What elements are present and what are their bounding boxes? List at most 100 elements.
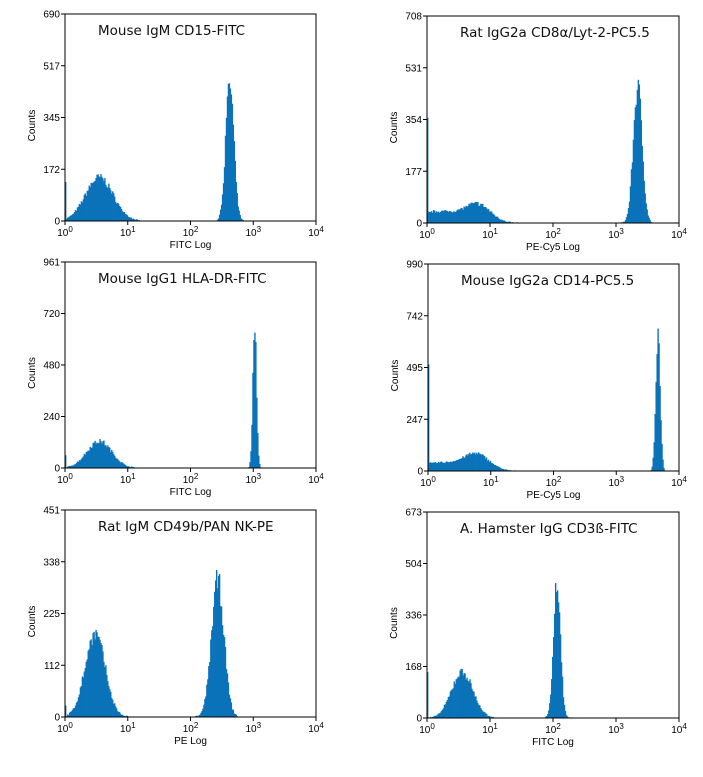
histogram-bin: [440, 210, 443, 223]
histogram-bin: [630, 169, 633, 223]
histogram-bin: [220, 606, 223, 717]
histogram-bin: [440, 711, 443, 718]
histogram-bin: [128, 217, 131, 221]
histogram-bin: [109, 447, 111, 468]
histogram-bin: [449, 461, 451, 471]
histogram-bin: [115, 706, 117, 717]
x-tick-label: 101: [482, 227, 498, 241]
histogram-bin: [121, 211, 124, 221]
histogram-bin: [257, 433, 259, 468]
histogram-bin: [100, 441, 102, 468]
x-tick-label: 101: [482, 722, 498, 736]
histogram-bin: [255, 342, 257, 468]
histogram-bin: [90, 447, 92, 468]
histogram-bin: [504, 469, 506, 471]
histogram-bin: [480, 454, 483, 471]
y-tick-label: 451: [43, 506, 60, 517]
histogram-bin: [485, 457, 488, 471]
histogram-bin: [438, 212, 441, 223]
histogram-bin: [101, 645, 103, 717]
histogram-bin: [112, 699, 114, 717]
histogram-bin: [434, 462, 437, 471]
histogram-bin: [467, 455, 469, 471]
histogram-bin: [91, 183, 93, 221]
histogram-bin: [233, 141, 236, 221]
histogram-bin: [501, 468, 503, 471]
histogram-bin: [106, 186, 108, 221]
y-tick-label: 177: [405, 167, 422, 178]
histogram-bin: [468, 453, 470, 471]
y-tick-label: 336: [405, 611, 422, 622]
histogram-bin: [121, 714, 124, 717]
histogram-bin: [67, 217, 70, 221]
histogram-bin: [195, 715, 197, 717]
y-tick-label: 690: [43, 10, 60, 21]
x-tick-label: 102: [183, 472, 199, 486]
histogram-bin: [548, 710, 550, 718]
histogram-bin: [104, 178, 106, 221]
histogram-bin: [225, 669, 228, 717]
histogram-bin: [136, 219, 138, 221]
histogram-bin: [622, 221, 625, 223]
histogram-bin: [479, 705, 481, 718]
histogram-bin: [444, 704, 447, 718]
histogram-bin: [115, 201, 117, 221]
histogram-bin: [92, 443, 94, 468]
histogram-bin: [459, 670, 461, 718]
histogram-bin: [431, 212, 434, 223]
histogram-bin: [116, 711, 119, 717]
histogram-bin: [636, 89, 639, 223]
histogram-bin: [75, 463, 78, 468]
histogram-bin: [461, 458, 463, 471]
histogram-bin: [224, 647, 227, 717]
histogram-bin: [478, 704, 480, 718]
histogram-bin: [110, 691, 112, 717]
histogram-bin: [209, 661, 211, 717]
histogram-bin: [496, 216, 499, 223]
x-tick-label: 101: [120, 721, 136, 735]
histogram-bin: [434, 715, 437, 718]
histogram-bin: [566, 716, 569, 718]
histogram-bin: [430, 462, 433, 471]
histogram-bin: [489, 715, 491, 718]
histogram-bin: [73, 212, 76, 221]
histogram-bin: [118, 205, 121, 221]
histogram-bin: [663, 467, 665, 471]
x-axis-title: PE Log: [174, 736, 207, 747]
histogram-panel-3: 0 240 480 720 961 100 101 102 103 104 FITC Log Coun…: [27, 258, 324, 499]
histogram-bin: [87, 650, 89, 717]
histogram-bin: [131, 466, 134, 468]
histogram-bin: [107, 681, 109, 717]
histogram-bin: [65, 455, 67, 468]
histogram-bin: [483, 206, 485, 223]
histogram-bin: [114, 455, 116, 468]
y-tick-label: 0: [54, 217, 60, 228]
histogram-bin: [562, 697, 565, 718]
histogram-bin: [439, 461, 442, 471]
histogram-bin: [480, 708, 482, 718]
histogram-bin: [120, 208, 123, 221]
y-tick-label: 480: [43, 361, 60, 372]
histogram-bin: [91, 645, 93, 717]
histogram-bin: [506, 469, 508, 471]
chart-title: Mouse IgG1 HLA-DR-FITC: [98, 271, 267, 287]
histogram-bin: [477, 702, 479, 718]
histogram-bin: [126, 215, 129, 221]
histogram-bin: [87, 450, 89, 468]
y-tick-label: 0: [416, 219, 422, 230]
histogram-bin: [509, 221, 512, 223]
histogram-bin: [81, 676, 84, 717]
histogram-bin: [212, 626, 214, 717]
histogram-bin: [102, 651, 104, 717]
histogram-bin: [69, 711, 72, 717]
histogram-bin: [648, 217, 650, 223]
histogram-bin: [633, 120, 636, 223]
histogram-bin: [496, 466, 499, 471]
histogram-bin: [241, 219, 243, 221]
histogram-bin: [452, 688, 454, 718]
x-tick-label: 103: [245, 225, 261, 239]
histogram-bin: [108, 686, 110, 717]
histogram-bin: [629, 186, 632, 223]
histogram-bin: [120, 715, 123, 717]
histogram-bin: [102, 178, 104, 221]
